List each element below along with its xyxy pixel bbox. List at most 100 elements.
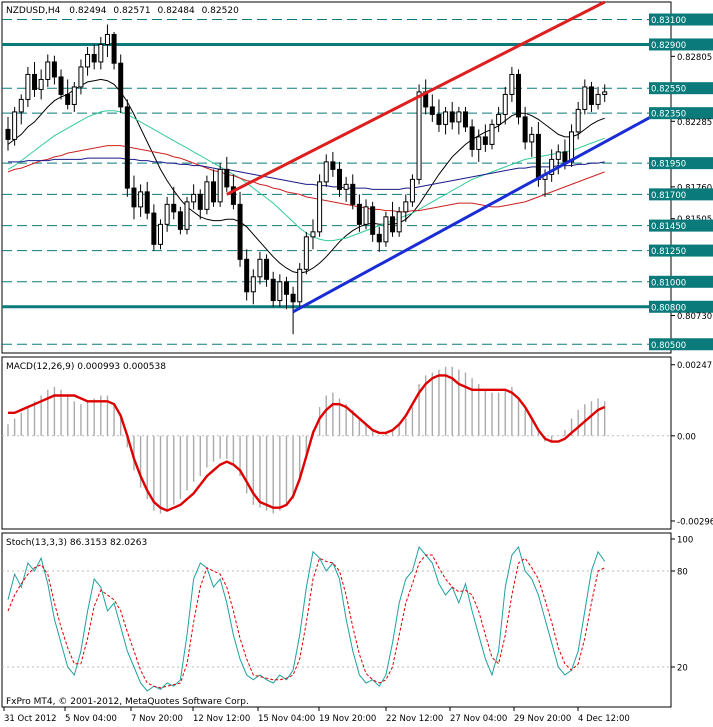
candle-15	[104, 24, 110, 57]
candle-17	[118, 54, 124, 114]
candle-22	[151, 204, 157, 251]
candle-body	[164, 203, 170, 225]
price-panel-frame	[1, 1, 672, 354]
candle-61	[409, 174, 415, 207]
time-tick-label-6: 22 Nov 12:00	[386, 714, 443, 724]
candle-60	[403, 194, 409, 222]
candle-body	[436, 113, 442, 125]
price-tick-label-11: 0.81250	[651, 247, 686, 257]
candle-5	[38, 69, 44, 100]
candle-35	[237, 191, 243, 267]
price-tick-box-13	[649, 300, 713, 313]
candle-body	[157, 223, 163, 245]
candle-8	[58, 69, 64, 100]
stoch-panel: 100 80 20 Stoch(13,3,3) 86.3153 82.0263 Fx…	[2, 536, 693, 707]
candle-76	[509, 66, 515, 102]
time-tick-label-8: 29 Nov 20:00	[514, 714, 571, 724]
candle-body	[290, 293, 296, 303]
candle-11	[78, 59, 84, 95]
candle-body	[509, 73, 515, 95]
candle-body	[277, 281, 283, 302]
candle-body	[5, 128, 11, 140]
candle-86	[575, 101, 581, 140]
candle-47	[317, 174, 323, 237]
candle-body	[376, 233, 382, 243]
candle-12	[85, 46, 91, 76]
candle-52	[350, 174, 356, 210]
symbol-label: NZDUSD,H4	[6, 6, 61, 16]
candle-40	[270, 271, 276, 307]
ohlc-low: 0.82484	[157, 6, 194, 16]
candle-body	[469, 126, 475, 150]
candle-28	[191, 184, 197, 210]
candle-44	[297, 263, 303, 307]
candle-13	[91, 44, 97, 70]
macd-tick-label-0: 0.00247	[677, 361, 712, 371]
macd-signal-line	[8, 374, 606, 512]
candle-body	[363, 206, 369, 225]
candle-87	[582, 79, 588, 115]
stoch-axis: 100 80 20	[671, 536, 693, 674]
macd-label: MACD(12,26,9) 0.000993 0.000538	[6, 362, 166, 372]
candle-body	[85, 53, 91, 68]
candle-body	[171, 203, 177, 213]
candle-body	[118, 62, 124, 108]
price-tick-label-12: 0.81000	[651, 278, 686, 288]
candle-89	[595, 86, 601, 110]
price-tick-label-1: 0.82900	[651, 41, 686, 51]
candle-78	[522, 106, 528, 150]
candle-body	[416, 91, 422, 180]
candle-7	[51, 55, 57, 85]
time-tick-label-2: 7 Nov 20:00	[131, 714, 183, 724]
candle-body	[51, 61, 57, 78]
candle-body	[582, 86, 588, 110]
macd-tick-label-1: 0.00	[677, 432, 696, 442]
price-levels	[2, 18, 671, 345]
candle-25	[171, 186, 177, 220]
candle-16	[111, 31, 117, 70]
candle-32	[217, 163, 223, 207]
candle-39	[264, 254, 270, 287]
candle-body	[588, 86, 594, 105]
candle-body	[602, 91, 608, 95]
price-tick-box-0	[649, 13, 713, 26]
candle-body	[297, 268, 303, 303]
price-panel: 0.83100 0.82900 0.82805 0.82550 0.823500.822…	[2, 0, 713, 351]
candle-55	[370, 201, 376, 242]
candle-14	[98, 36, 104, 70]
ohlc-high: 0.82571	[113, 6, 150, 16]
candle-79	[529, 126, 535, 157]
candle-45	[303, 231, 309, 275]
candle-body	[104, 33, 110, 45]
price-tick-box-15	[649, 338, 713, 351]
candle-body	[370, 206, 376, 235]
candle-body	[522, 116, 528, 143]
candle-41	[277, 274, 283, 307]
candle-2	[18, 94, 24, 125]
candle-4	[32, 61, 38, 97]
candle-31	[211, 169, 217, 207]
candle-body	[502, 93, 508, 115]
candle-18	[124, 99, 130, 197]
candle-body	[211, 181, 217, 203]
candle-body	[144, 191, 150, 214]
candle-90	[602, 84, 608, 102]
candle-body	[264, 258, 270, 280]
candle-77	[516, 69, 522, 125]
candle-69	[462, 106, 468, 132]
price-tick-label-15: 0.80500	[651, 341, 686, 351]
candle-19	[131, 175, 137, 220]
candle-42	[283, 276, 289, 310]
candle-body	[25, 73, 31, 100]
candle-3	[25, 66, 31, 107]
candle-body	[535, 133, 541, 180]
candle-body	[562, 151, 568, 163]
candle-body	[303, 236, 309, 270]
candle-36	[244, 249, 250, 301]
candle-body	[237, 203, 243, 260]
price-tick-box-3	[649, 82, 713, 95]
candle-body	[250, 276, 256, 293]
candle-body	[124, 106, 130, 189]
candle-body	[569, 131, 575, 163]
